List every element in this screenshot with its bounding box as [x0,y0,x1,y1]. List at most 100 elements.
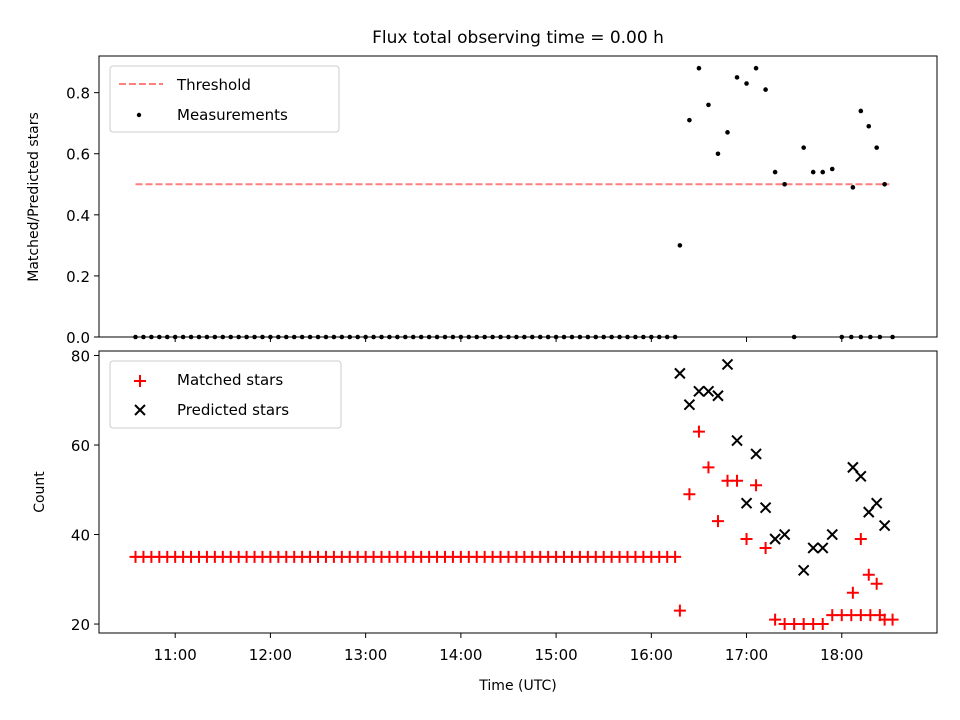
matched-stars-point [711,515,724,528]
measurement-point [782,181,787,187]
x-tick-label: 17:00 [725,646,768,664]
measurement-point [307,334,313,340]
bottom-y-tick-label: 40 [71,527,90,545]
measurement-point [434,334,440,340]
bottom-panel-frame [98,350,938,634]
top-y-tick-label: 0.8 [66,85,90,103]
predicted-stars-point [759,501,772,514]
measurement-point [772,169,778,175]
matched-stars-point [862,568,875,581]
measurement-point [820,169,826,175]
measurement-point [569,334,575,340]
measurement-point [371,334,376,340]
measurement-point [561,334,567,340]
measurement-point [490,334,495,340]
measurement-point [791,334,797,340]
bottom-y-tick-label: 80 [71,347,90,365]
matched-stars-point [759,541,772,554]
measurement-point [315,334,321,340]
matched-stars-point [683,488,696,501]
measurement-point [801,145,806,150]
measurement-point [715,151,721,157]
matched-stars-point [854,533,867,545]
measurement-point [514,334,519,340]
matched-stars-point [846,586,859,599]
bottom-legend: Matched stars Predicted stars [109,360,342,429]
measurement-point [753,65,759,71]
measurement-point [331,334,337,340]
measurement-point [260,334,265,340]
measurement-point [633,334,638,340]
measurement-point [529,334,535,340]
measurement-point [877,334,883,340]
predicted-stars-point [750,448,762,460]
matched-stars-point [740,533,753,545]
measurement-point [537,334,543,340]
measurement-point [858,108,864,114]
measurement-point [829,166,835,172]
measurement-point [641,334,646,340]
x-tick-label: 16:00 [630,646,673,664]
measurement-point [890,334,895,340]
matched-stars-point [673,604,686,617]
measurement-point [482,334,487,340]
top-y-tick-label: 0.2 [66,268,90,286]
predicted-stars-point [807,542,819,554]
measurement-point [410,334,416,340]
measurement-point [609,334,614,340]
top-panel: 0.00.20.40.60.8 Matched/Predicted stars … [26,55,938,347]
matched-stars-point [816,618,829,631]
measurement-point [283,334,289,340]
top-y-tick-label: 0.6 [66,146,90,164]
x-tick-label: 11:00 [154,646,197,664]
measurement-point [874,145,879,150]
predicted-stars-legend-label: Predicted stars [177,401,289,419]
matched-stars-point [731,474,744,487]
top-x-ticks [174,337,843,342]
measurement-point [601,334,607,340]
measurement-point [848,334,854,340]
predicted-stars-point [712,390,724,402]
chart-title: Flux total observing time = 0.00 h [372,28,664,48]
measurement-point [466,334,472,340]
bottom-y-tick-label: 20 [71,616,90,634]
measurement-point [672,334,678,340]
matched-stars-legend-swatch [134,375,146,387]
top-legend: Threshold Measurements [109,65,340,133]
measurement-point [299,334,305,340]
measurement-point [593,334,599,340]
measurement-point [744,81,749,86]
predicted-stars-point [693,385,705,397]
predicted-stars-point [863,506,875,518]
x-tick-label: 15:00 [534,646,577,664]
star-count-points-layer [129,358,899,631]
predicted-stars-point [769,533,781,545]
measurement-point [387,334,392,340]
matched-stars-legend-label: Matched stars [177,371,283,389]
measurement-point [347,334,353,340]
measurement-point [706,102,711,108]
measurement-point [442,334,448,340]
x-tick-label: 12:00 [249,646,292,664]
measurement-point [810,169,816,175]
predicted-stars-point [683,399,696,411]
x-axis-label: Time (UTC) [478,678,556,694]
measurement-point [450,334,456,340]
measurement-point [696,65,702,71]
predicted-stars-point [870,497,883,509]
measurements-legend-label: Measurements [177,106,288,124]
measurement-point [882,181,887,187]
measurement-point [244,334,249,340]
measurement-point [276,334,281,340]
bottom-y-ticks: 20 40 60 80 [71,347,99,634]
measurement-point [180,334,186,340]
bottom-y-tick-label: 60 [71,437,90,455]
measurement-point [236,334,241,340]
matched-stars-point [886,613,899,626]
measurement-point [850,185,856,190]
measurement-point [164,334,170,340]
measurements-legend-swatch [136,112,142,118]
measurement-point [498,334,503,340]
measurement-point [395,334,400,340]
matched-stars-point [702,461,715,474]
